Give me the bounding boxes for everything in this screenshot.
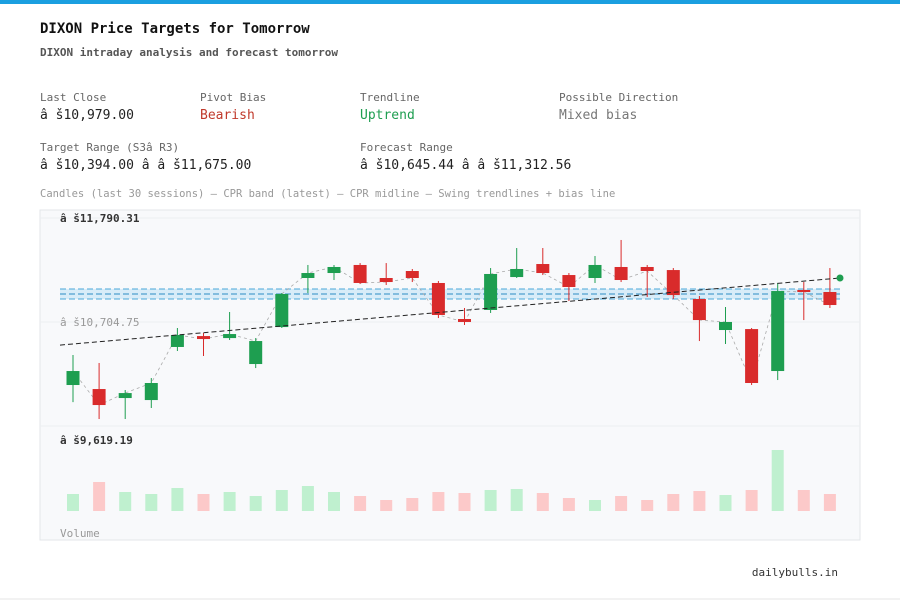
candle-body (144, 383, 158, 401)
trend-end (836, 274, 844, 282)
subtitle: DIXON intraday analysis and forecast tom… (40, 46, 338, 59)
y-tick-label: â š11,790.31 (60, 212, 140, 225)
volume-bar (223, 492, 236, 511)
candle-body (92, 389, 106, 406)
volume-bar (171, 488, 184, 511)
volume-bar (719, 495, 732, 511)
y-tick-label: â š10,704.75 (60, 316, 139, 329)
volume-bar (797, 490, 810, 511)
volume-bar (275, 490, 288, 511)
volume-bar (406, 498, 419, 511)
candle-body (797, 289, 811, 292)
candle-body (431, 282, 445, 315)
title: DIXON Price Targets for Tomorrow (40, 21, 310, 37)
candle-body (118, 393, 132, 399)
candle-body (823, 291, 837, 306)
stat-value: Mixed bias (559, 108, 637, 123)
volume-bar (484, 490, 497, 511)
volume-bar (693, 491, 706, 511)
candle-body (745, 329, 759, 384)
volume-bar (562, 498, 575, 511)
volume-bar (823, 494, 836, 511)
candle-body (536, 264, 550, 274)
candle-body (66, 371, 80, 386)
stat-value: â š10,394.00 â â š11,675.00 (40, 158, 251, 173)
footer: dailybulls.in (752, 566, 838, 579)
candle-body (275, 294, 289, 328)
candle-body (249, 341, 263, 365)
candle-body (379, 278, 393, 283)
trendline (59, 277, 841, 346)
volume-bar (328, 492, 340, 511)
stat-label: Target Range (S3â R3) (40, 141, 179, 154)
candle-body (719, 321, 732, 331)
candle-body (510, 268, 524, 278)
volume-bar (67, 494, 79, 511)
caption: Candles (last 30 sessions) – CPR band (l… (40, 188, 615, 200)
volume-bar (354, 496, 367, 511)
candle-body (640, 266, 654, 272)
stat-label: Forecast Range (360, 141, 453, 154)
volume-bar (667, 494, 680, 511)
candle-body (692, 298, 706, 321)
volume-bar (615, 496, 628, 511)
volume-bar (197, 494, 210, 511)
stat-value: Uptrend (360, 108, 415, 123)
candle-body (771, 291, 785, 372)
stat-value: â š10,979.00 (40, 108, 134, 123)
volume-bar (771, 450, 784, 511)
volume-bar (93, 482, 106, 511)
volume-bar (589, 500, 601, 511)
volume-label: Volume (60, 527, 100, 540)
candle-body (458, 319, 471, 322)
volume-bar (301, 486, 314, 511)
stat-label: Possible Direction (559, 91, 678, 104)
volume-bar (641, 500, 654, 511)
candle-body (197, 336, 210, 340)
volume-bar (380, 500, 393, 511)
candle-body (353, 264, 367, 283)
y-tick-label: â š9,619.19 (60, 434, 133, 447)
candle-body (405, 271, 419, 279)
volume-bar (510, 489, 523, 511)
candle-body (301, 273, 315, 279)
volume-bar (432, 492, 445, 511)
candle-body (666, 270, 680, 296)
volume-bar (249, 496, 262, 511)
volume-bar (458, 493, 471, 511)
stat-value: Bearish (200, 108, 255, 123)
stat-label: Pivot Bias (200, 91, 266, 104)
volume-bar (119, 492, 132, 511)
candle-body (588, 264, 602, 279)
stat-value: â š10,645.44 â â š11,312.56 (360, 158, 571, 173)
candle-body (562, 275, 576, 288)
top-bar (0, 0, 900, 4)
candle-body (170, 335, 184, 347)
volume-bar (536, 493, 549, 511)
chart-panel (39, 209, 861, 541)
candle-body (614, 266, 628, 281)
stat-label: Last Close (40, 91, 106, 104)
candle-body (484, 273, 498, 311)
candle-body (327, 266, 341, 274)
volume-bar (145, 494, 158, 511)
stat-label: Trendline (360, 91, 420, 104)
candle-body (223, 334, 237, 339)
volume-bar (745, 490, 758, 511)
